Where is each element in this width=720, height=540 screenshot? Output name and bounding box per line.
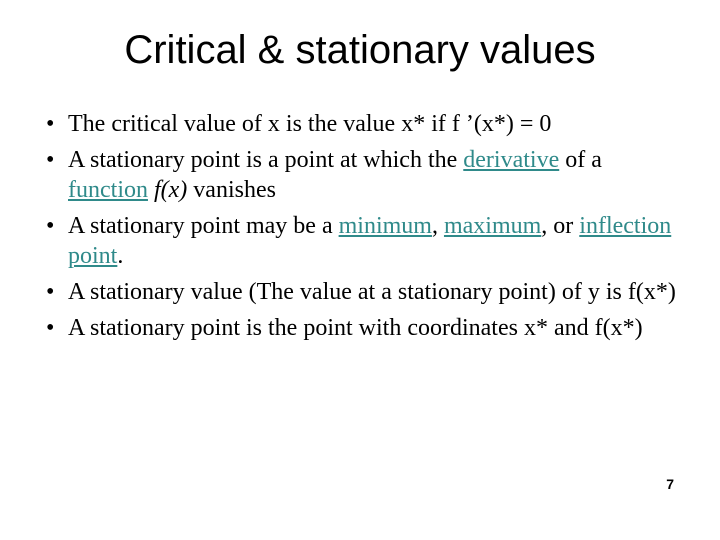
list-item: A stationary value (The value at a stati… — [40, 277, 680, 307]
slide: Critical & stationary values The critica… — [0, 0, 720, 540]
text: A stationary point is the point with coo… — [68, 315, 643, 341]
slide-title: Critical & stationary values — [40, 28, 680, 73]
list-item: A stationary point may be a minimum, max… — [40, 211, 680, 271]
text: , — [432, 213, 444, 239]
text: A stationary point may be a — [68, 213, 339, 239]
derivative-link[interactable]: derivative — [463, 147, 559, 173]
list-item: A stationary point is a point at which t… — [40, 145, 680, 205]
list-item: The critical value of x is the value x* … — [40, 109, 680, 139]
function-link[interactable]: function — [68, 177, 148, 203]
bullet-list: The critical value of x is the value x* … — [40, 109, 680, 343]
text: A stationary value (The value at a stati… — [68, 279, 676, 305]
fx-italic: f(x) — [154, 177, 187, 203]
text: . — [117, 243, 123, 269]
page-number: 7 — [666, 476, 674, 492]
text: of a — [559, 147, 602, 173]
text: The critical value of x is the value x* … — [68, 111, 551, 137]
minimum-link[interactable]: minimum — [339, 213, 432, 239]
list-item: A stationary point is the point with coo… — [40, 313, 680, 343]
text: , or — [541, 213, 579, 239]
text: A stationary point is a point at which t… — [68, 147, 463, 173]
text: vanishes — [187, 177, 276, 203]
maximum-link[interactable]: maximum — [444, 213, 541, 239]
